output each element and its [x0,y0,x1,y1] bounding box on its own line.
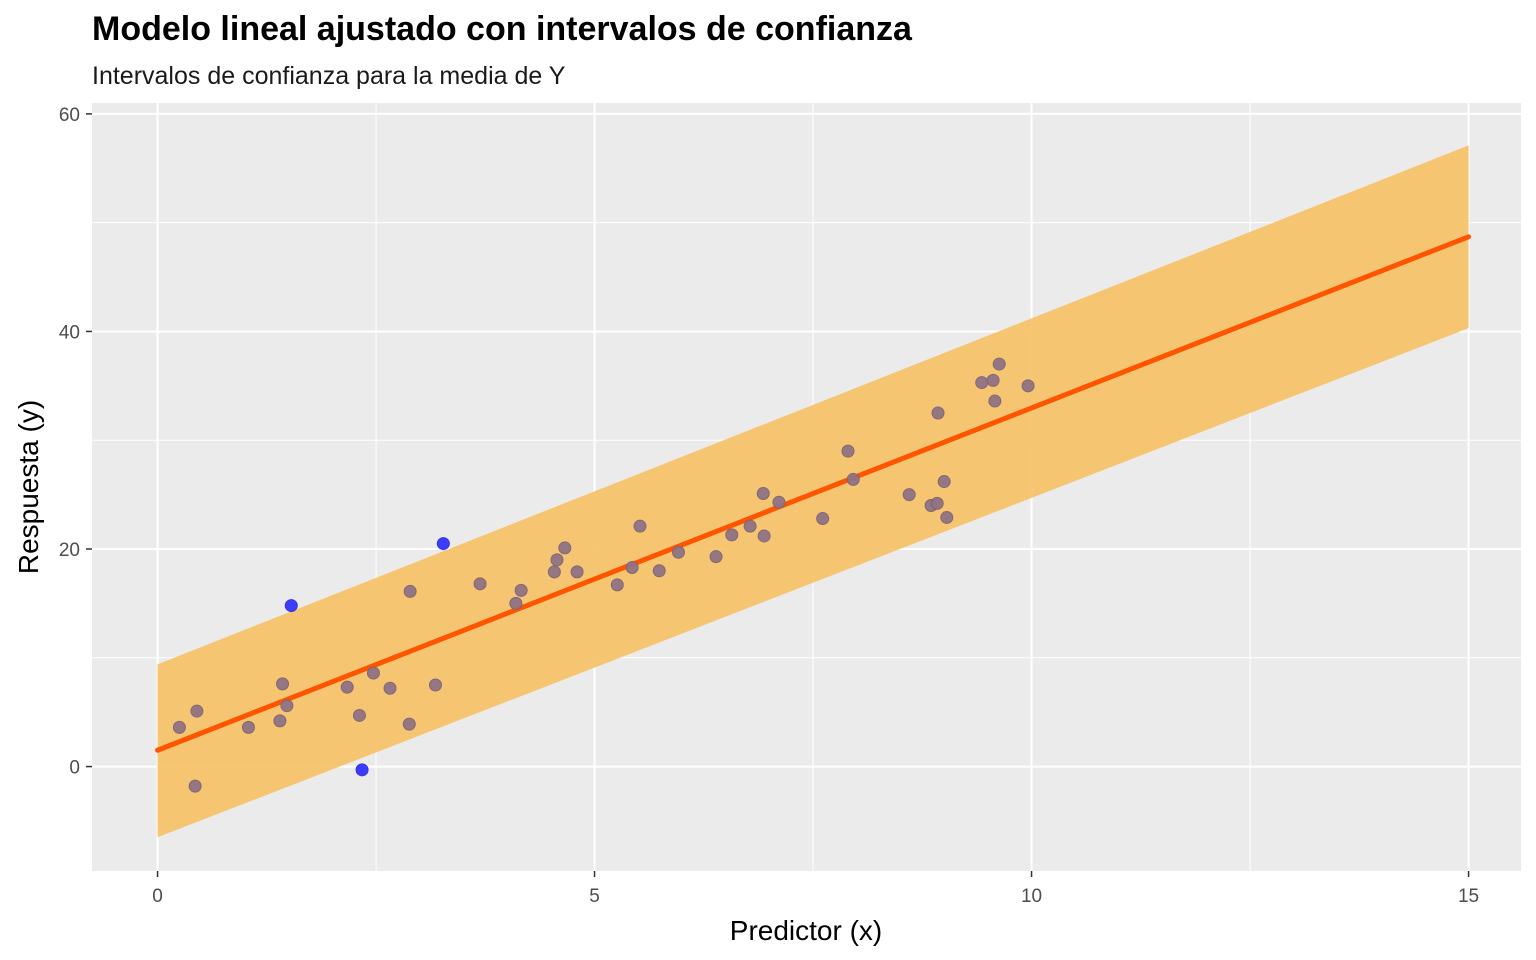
data-point [436,537,450,551]
data-point [625,560,639,574]
data-point [671,545,685,559]
data-point [757,529,771,543]
data-point [988,394,1002,408]
fitted-regression-line [155,234,1472,753]
x-tick-label: 0 [152,886,163,907]
data-point [772,495,786,509]
data-point [241,720,255,734]
data-point [547,565,561,579]
data-point [940,510,954,524]
data-point [509,596,523,610]
y-axis-title: Respuesta (y) [13,400,44,574]
y-tick-label: 20 [59,540,80,561]
x-tick-label: 15 [1458,886,1479,907]
data-point [1021,379,1035,393]
data-points [172,357,1035,793]
y-tick-label: 40 [59,322,80,343]
data-point [846,472,860,486]
data-point [340,680,354,694]
data-point [284,599,298,613]
data-point [352,708,366,722]
y-tick-label: 0 [69,758,80,779]
data-point [280,699,294,713]
data-point [756,487,770,501]
data-point [930,496,944,510]
y-tick-label: 60 [59,105,80,126]
data-point [992,357,1006,371]
data-point [841,444,855,458]
data-point [190,704,204,718]
data-point [403,584,417,598]
data-point [366,666,380,680]
data-point [725,528,739,542]
data-point [610,578,624,592]
data-point [558,541,572,555]
data-point [383,681,397,695]
data-point [652,564,666,578]
data-point [402,717,416,731]
y-tick-labels: 0 20 40 60 [59,105,80,779]
data-point [709,550,723,564]
data-point [902,488,916,502]
data-point [937,475,951,489]
data-point [273,714,287,728]
data-point [986,373,1000,387]
x-tick-labels: 0 5 10 15 [152,886,1479,907]
chart-subtitle: Intervalos de confianza para la media de… [92,62,566,90]
chart-title: Modelo lineal ajustado con intervalos de… [92,10,912,48]
data-point [188,779,202,793]
data-point [514,583,528,597]
x-tick-label: 5 [589,886,600,907]
data-point [428,678,442,692]
data-point [816,512,830,526]
axis-ticks [86,113,1470,877]
data-point [276,677,290,691]
data-point [550,553,564,567]
data-point [172,720,186,734]
x-tick-label: 10 [1021,886,1042,907]
data-point [633,519,647,533]
data-point [355,763,369,777]
data-point [931,406,945,420]
data-point [473,577,487,591]
x-axis-title: Predictor (x) [730,915,882,946]
data-point [743,519,757,533]
data-point [570,565,584,579]
data-point [975,376,989,390]
